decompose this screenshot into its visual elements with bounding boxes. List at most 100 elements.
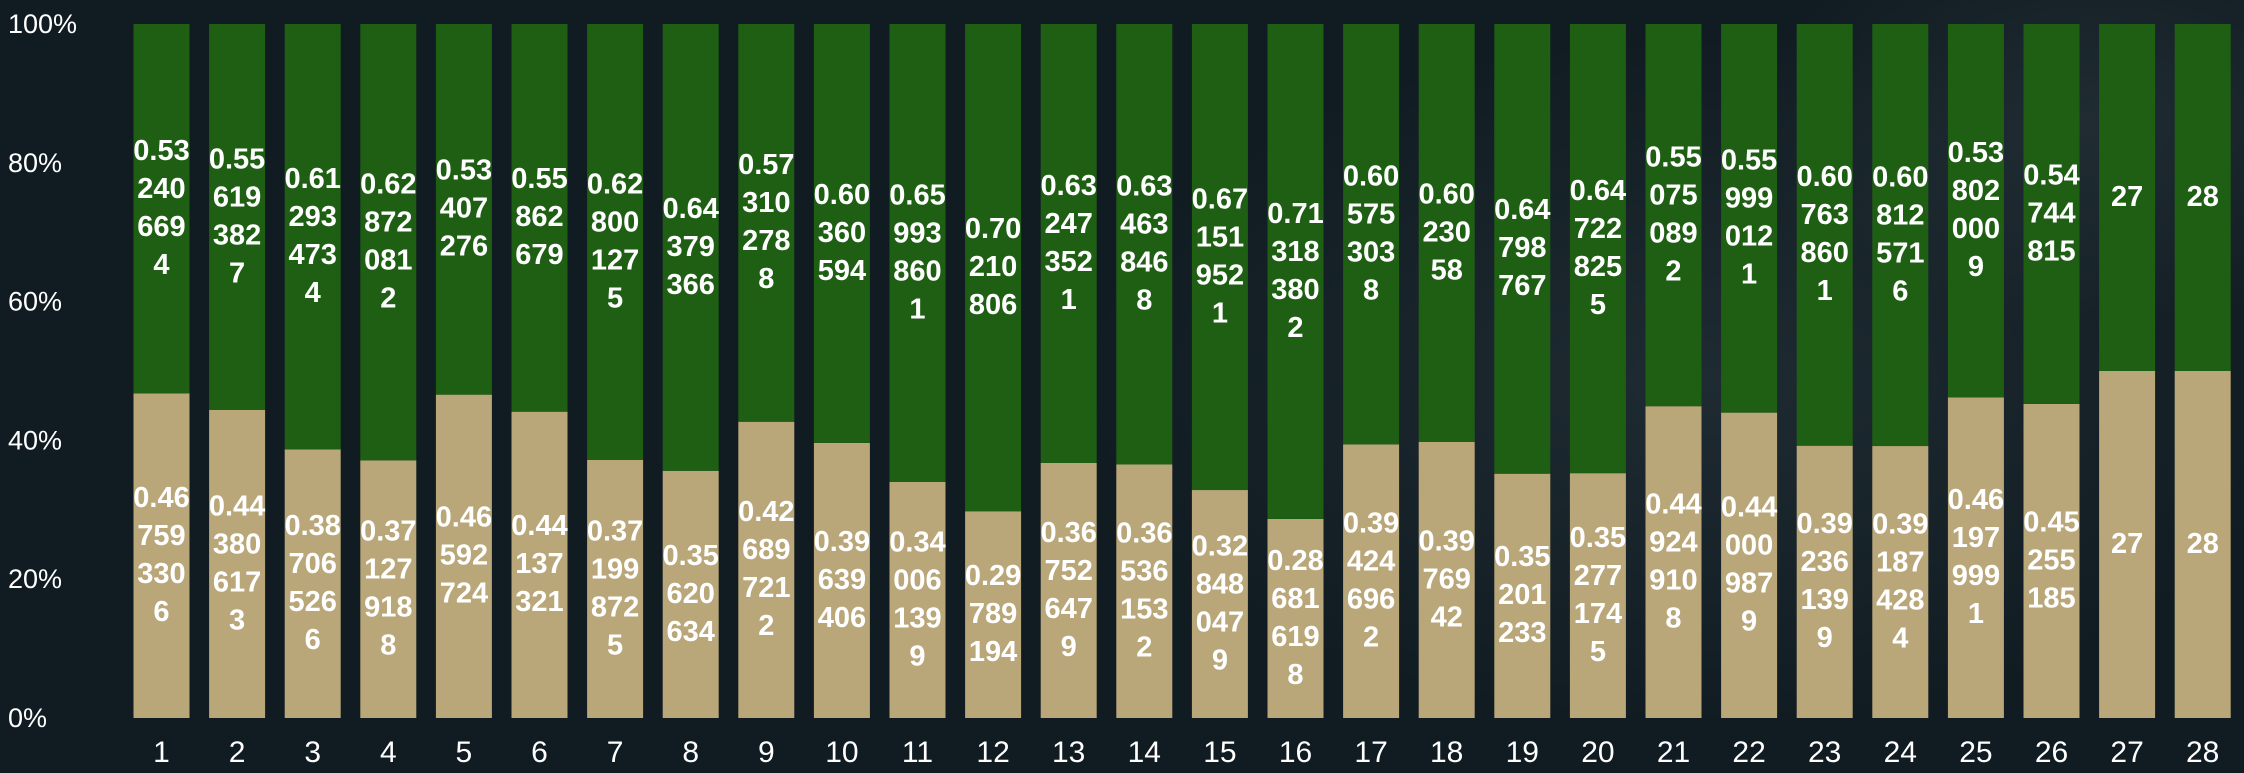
data-label-line: 0.67 — [1192, 183, 1248, 215]
data-label-line: 575 — [1347, 199, 1395, 231]
data-label-line: 233 — [1498, 617, 1546, 649]
data-label-line: 0.61 — [284, 163, 340, 195]
x-tick-label: 3 — [304, 736, 321, 769]
data-label-line: 5 — [607, 629, 623, 661]
x-tick-label: 17 — [1354, 736, 1387, 769]
data-label-line: 0.28 — [1267, 545, 1323, 577]
data-label-line: 571 — [1876, 237, 1924, 269]
bar-segment-upper — [2099, 24, 2156, 371]
data-label-line: 0.46 — [133, 482, 189, 514]
data-label-line: 536 — [1120, 556, 1168, 588]
bar-segment-lower — [2099, 371, 2156, 718]
data-label-line: 1 — [1817, 275, 1833, 307]
data-label-line: 860 — [1801, 237, 1849, 269]
data-label-line: 769 — [1423, 563, 1471, 595]
data-label-line: 197 — [1952, 522, 2000, 554]
data-label-line: 800 — [591, 206, 639, 238]
data-label: 0.39 187 428 4 — [1872, 508, 1928, 654]
data-label-line: 199 — [591, 553, 639, 585]
data-label: 0.64 379 366 — [662, 193, 718, 301]
data-label: 0.46 197 999 1 — [1948, 484, 2004, 630]
data-label-line: 0.64 — [1494, 194, 1550, 226]
data-labels: 0.46 759 330 60.53 240 669 40.44 380 617 30.55 619… — [133, 135, 2219, 691]
x-tick-label: 14 — [1128, 736, 1161, 769]
bar-segment-lower — [1872, 446, 1929, 718]
data-label-line: 1 — [1212, 297, 1228, 329]
data-label-line: 9 — [1968, 251, 1984, 283]
bar-segment-lower — [133, 393, 190, 718]
bar-segment-upper — [1191, 24, 1248, 491]
data-label-line: 706 — [289, 548, 337, 580]
data-label-line: 28 — [2187, 181, 2219, 213]
data-label-line: 006 — [893, 564, 941, 596]
bar-segment-lower — [1645, 406, 1702, 718]
data-label: 0.37 127 918 8 — [360, 516, 416, 662]
data-label: 0.44 000 987 9 — [1721, 492, 1777, 638]
data-label: 0.44 137 321 — [511, 510, 567, 618]
x-tick-label: 2 — [229, 736, 246, 769]
bar-segment-upper — [1796, 24, 1853, 446]
data-label-line: 0.55 — [1721, 145, 1777, 177]
data-label-line: 58 — [1431, 254, 1463, 286]
data-label-line: 7 — [229, 257, 245, 289]
data-label: 0.39 424 696 2 — [1343, 508, 1399, 654]
x-tick-label: 6 — [531, 736, 548, 769]
data-label: 0.35 620 634 — [662, 540, 718, 648]
data-label-line: 0.57 — [738, 149, 794, 181]
data-label-line: 0.44 — [1721, 492, 1777, 524]
data-label-line: 0.34 — [889, 526, 945, 558]
data-label-line: 812 — [1876, 199, 1924, 231]
y-tick-label: 100% — [8, 9, 77, 39]
data-label-line: 619 — [1271, 621, 1319, 653]
bar-segment-upper — [435, 24, 492, 395]
data-label-line: 679 — [515, 239, 563, 271]
data-label-line: 4 — [1892, 622, 1908, 654]
bar-segment-lower — [1796, 445, 1853, 718]
data-label-line: 721 — [742, 572, 790, 604]
bar-segment-upper — [1267, 24, 1324, 519]
data-label-line: 6 — [305, 624, 321, 656]
data-label-line: 0.60 — [1343, 161, 1399, 193]
data-label-line: 815 — [2027, 235, 2075, 267]
data-label: 0.37 199 872 5 — [587, 515, 643, 661]
data-label-line: 789 — [969, 598, 1017, 630]
bar-segment-upper — [209, 24, 266, 410]
data-label-line: 000 — [1952, 213, 2000, 245]
bar-segment-upper — [1947, 24, 2004, 398]
data-label-line: 089 — [1649, 217, 1697, 249]
data-label-line: 806 — [969, 289, 1017, 321]
data-label-line: 127 — [364, 554, 412, 586]
x-tick-label: 24 — [1884, 736, 1917, 769]
y-tick-label: 0% — [8, 703, 47, 733]
x-tick-label: 19 — [1506, 736, 1539, 769]
data-label-line: 0.60 — [1872, 161, 1928, 193]
data-label: 0.53 802 000 9 — [1948, 137, 2004, 283]
data-label: 0.55 619 382 7 — [209, 143, 265, 289]
x-tick-label: 27 — [2110, 736, 2143, 769]
data-label: 0.62 800 127 5 — [587, 168, 643, 314]
data-label-line: 0.46 — [1948, 484, 2004, 516]
data-label: 0.65 993 860 1 — [889, 179, 945, 325]
data-label-line: 9 — [1212, 644, 1228, 676]
data-label-line: 8 — [1665, 602, 1681, 634]
data-label-line: 0.39 — [1796, 508, 1852, 540]
data-label-line: 848 — [1196, 568, 1244, 600]
bar-segment-lower — [1343, 444, 1400, 718]
data-label-line: 0.44 — [1645, 488, 1701, 520]
data-label: 0.67 151 952 1 — [1192, 183, 1248, 329]
data-label-line: 0.37 — [360, 516, 416, 548]
bar-segment-lower — [2023, 403, 2080, 718]
data-label: 0.54 744 815 — [2023, 159, 2079, 267]
data-label-line: 0.53 — [436, 155, 492, 187]
bar-segment-upper — [965, 24, 1022, 512]
bar-segment-lower — [662, 470, 719, 718]
bar-segment-lower — [360, 460, 417, 718]
data-label-line: 0.45 — [2023, 506, 2079, 538]
bar-segment-upper — [1494, 24, 1551, 474]
data-label-line: 0.65 — [889, 179, 945, 211]
data-label-line: 8 — [1136, 285, 1152, 317]
data-label-line: 0.39 — [814, 526, 870, 558]
data-label: 0.61 293 473 4 — [284, 163, 340, 309]
